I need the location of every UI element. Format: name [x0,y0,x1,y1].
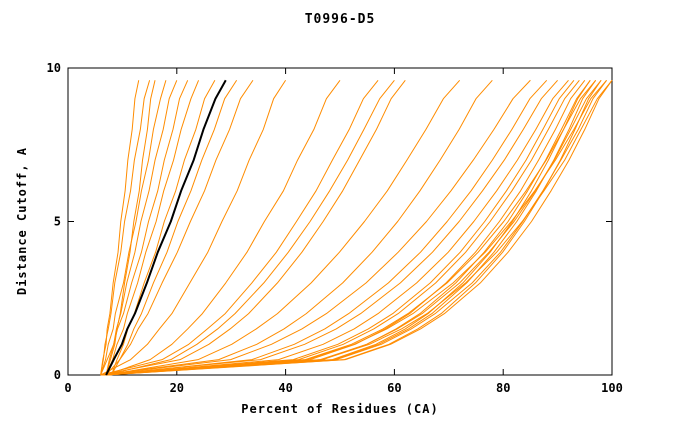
model-curve [106,79,548,376]
model-curve [100,80,189,376]
model-curve [105,79,341,376]
model-curve [100,79,597,376]
model-curve [106,79,607,376]
y-tick-label: 10 [47,61,61,75]
model-curve [100,79,613,376]
x-tick-label: 0 [64,381,71,395]
model-curve [106,79,602,376]
y-tick-label: 0 [54,368,61,382]
model-curve [100,80,140,376]
model-curve [100,80,151,376]
y-axis-label: Distance Cutoff, A [15,146,29,296]
model-curve [105,79,395,376]
model-curve [100,80,287,376]
x-tick-label: 100 [601,381,623,395]
y-tick-label: 5 [54,215,61,229]
x-tick-label: 60 [387,381,401,395]
model-curve [106,79,580,376]
model-curve [111,80,216,376]
model-curve [100,79,379,376]
model-curve [106,79,613,376]
model-curve [105,80,156,376]
chart-title: T0996-D5 [304,12,376,27]
model-curve [100,79,558,376]
model-curve [105,80,200,376]
model-curve [100,79,602,376]
highlight-curve [105,79,227,376]
model-curve [100,79,493,376]
x-tick-label: 80 [496,381,510,395]
model-curve [105,79,254,376]
model-curve [100,80,167,376]
model-curve [100,79,406,376]
model-curve [100,79,531,376]
model-curve [105,79,461,376]
plot-frame [67,67,613,376]
x-tick-label: 20 [170,381,184,395]
x-tick-label: 40 [278,381,292,395]
model-curve [100,79,575,376]
model-curve [111,80,238,376]
model-curve [106,79,569,376]
model-curve [106,79,597,376]
x-axis-label: Percent of Residues (CA) [241,402,439,416]
model-curve [100,79,607,376]
